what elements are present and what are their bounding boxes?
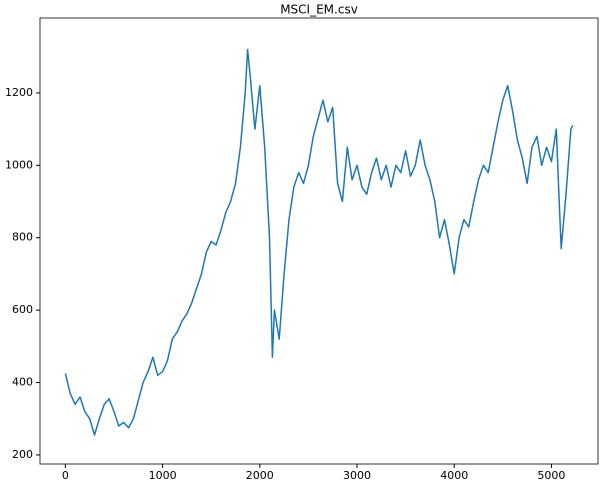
y-tick-label: 200 xyxy=(12,448,33,461)
x-tick-label: 4000 xyxy=(440,469,468,482)
x-tick-label: 0 xyxy=(62,469,69,482)
y-tick-label: 600 xyxy=(12,303,33,316)
y-tick-label: 1000 xyxy=(5,158,33,171)
chart-title: MSCI_EM.csv xyxy=(280,3,358,17)
x-tick-label: 3000 xyxy=(343,469,371,482)
x-tick-label: 1000 xyxy=(149,469,177,482)
axes-frame xyxy=(39,17,599,465)
x-tick-label: 2000 xyxy=(246,469,274,482)
y-tick-label: 400 xyxy=(12,376,33,389)
y-tick-label: 1200 xyxy=(5,86,33,99)
y-tick-label: 800 xyxy=(12,231,33,244)
line xyxy=(64,48,574,436)
x-tick-label: 5000 xyxy=(537,469,565,482)
